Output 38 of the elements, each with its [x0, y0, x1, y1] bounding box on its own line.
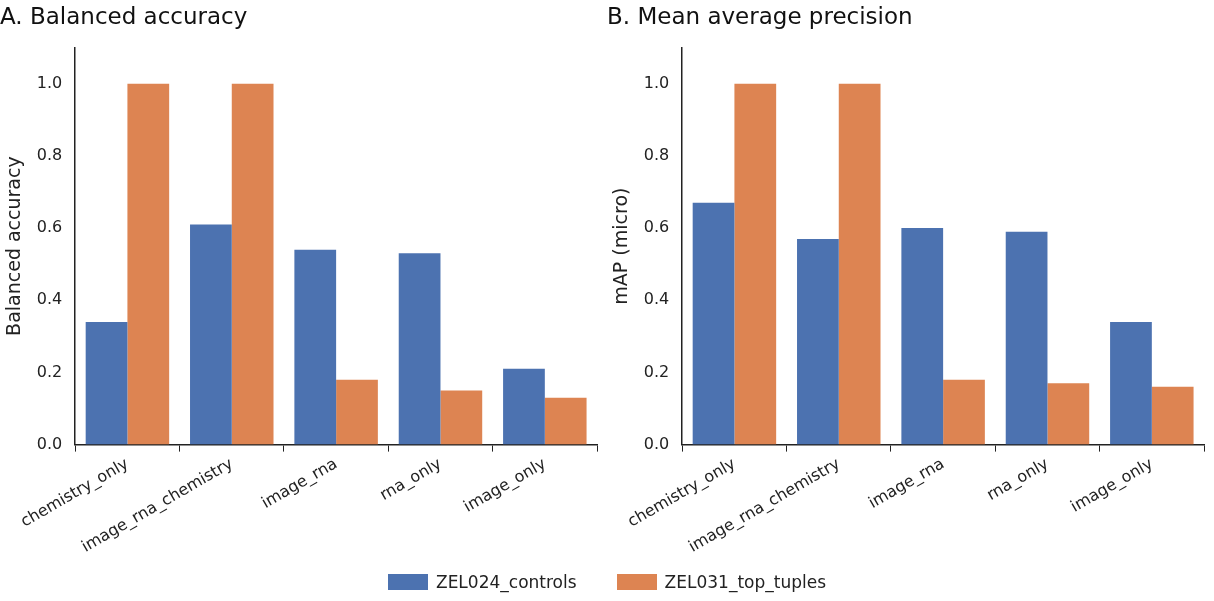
- bar: [943, 379, 985, 445]
- y-tick-label: 0.6: [643, 217, 670, 237]
- bar: [336, 379, 378, 445]
- bar: [440, 390, 483, 445]
- y-tick-label: 1.0: [643, 72, 670, 92]
- y-tick-label: 0.8: [36, 145, 63, 165]
- bar: [734, 83, 777, 445]
- y-axis-title: mAP (micro): [609, 187, 632, 305]
- bar: [838, 83, 881, 445]
- y-tick-label: 0.2: [36, 361, 63, 381]
- y-tick-label: 0.4: [643, 289, 670, 309]
- legend-label: ZEL024_controls: [435, 572, 577, 592]
- bar: [797, 238, 839, 445]
- y-tick-label: 0.4: [36, 289, 63, 309]
- y-tick-label: 0.6: [36, 217, 63, 237]
- bar: [85, 321, 128, 445]
- bar: [231, 83, 274, 445]
- bar: [1110, 321, 1152, 445]
- bar: [503, 368, 545, 445]
- y-tick-label: 0.0: [643, 433, 670, 453]
- bar: [1151, 386, 1194, 445]
- bar: [692, 202, 735, 445]
- y-tick-label: 1.0: [36, 72, 63, 92]
- bar: [190, 224, 232, 445]
- bar: [398, 253, 441, 445]
- bar: [294, 249, 337, 445]
- y-tick-label: 0.8: [643, 145, 670, 165]
- bar: [544, 397, 587, 445]
- y-tick-label: 0.0: [36, 433, 63, 453]
- bar: [1047, 383, 1090, 445]
- bar: [1005, 231, 1048, 445]
- legend-label: ZEL031_top_tuples: [664, 572, 827, 592]
- y-tick-label: 0.2: [643, 361, 670, 381]
- chart-title: A. Balanced accuracy: [0, 2, 248, 29]
- bar: [127, 83, 170, 445]
- bar: [901, 228, 944, 445]
- chart-title: B. Mean average precision: [607, 2, 913, 29]
- y-axis-title: Balanced accuracy: [2, 156, 25, 336]
